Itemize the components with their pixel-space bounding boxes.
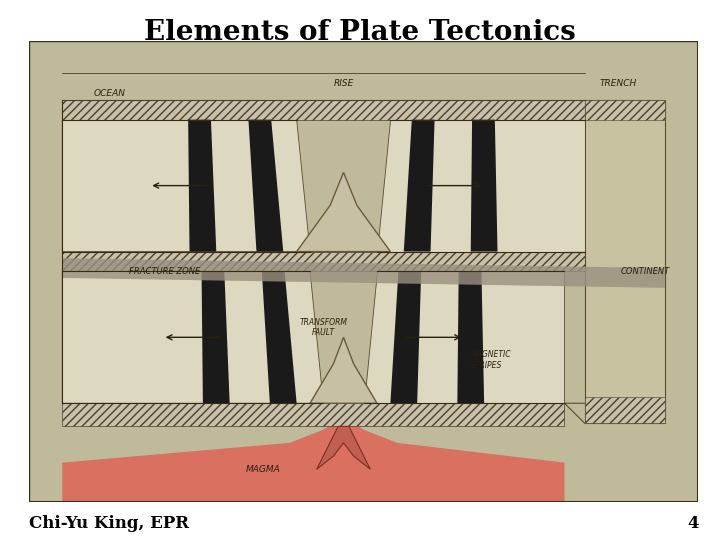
Polygon shape (63, 258, 665, 288)
Text: TRENCH: TRENCH (600, 79, 636, 88)
Polygon shape (364, 271, 564, 403)
Polygon shape (585, 397, 665, 423)
Text: TRANSFORM
FAULT: TRANSFORM FAULT (300, 318, 348, 337)
Polygon shape (63, 416, 564, 502)
Polygon shape (188, 120, 216, 252)
Polygon shape (317, 427, 370, 469)
Polygon shape (564, 403, 665, 423)
Polygon shape (248, 120, 283, 252)
Polygon shape (63, 271, 323, 403)
Polygon shape (63, 120, 310, 252)
Polygon shape (310, 338, 377, 403)
Polygon shape (63, 100, 585, 120)
Polygon shape (63, 252, 564, 271)
Text: CONTINENT: CONTINENT (620, 267, 670, 276)
Polygon shape (262, 271, 297, 403)
Polygon shape (297, 172, 390, 252)
Polygon shape (585, 100, 665, 120)
Text: RISE: RISE (333, 79, 354, 88)
Text: Chi-Yu King, EPR: Chi-Yu King, EPR (29, 515, 189, 532)
Polygon shape (564, 100, 665, 423)
Text: Elements of Plate Tectonics: Elements of Plate Tectonics (144, 19, 576, 46)
Text: MAGNETIC
STRIPES: MAGNETIC STRIPES (471, 350, 511, 370)
Text: 4: 4 (687, 515, 698, 532)
Polygon shape (377, 120, 585, 252)
Text: OCEAN: OCEAN (93, 89, 125, 98)
Polygon shape (202, 271, 230, 403)
Polygon shape (471, 120, 498, 252)
Polygon shape (404, 120, 435, 252)
Text: FRACTURE ZONE: FRACTURE ZONE (130, 267, 200, 276)
Polygon shape (63, 403, 564, 427)
Polygon shape (63, 252, 585, 271)
Polygon shape (390, 271, 421, 403)
Text: MAGMA: MAGMA (246, 465, 281, 474)
Polygon shape (457, 271, 484, 403)
